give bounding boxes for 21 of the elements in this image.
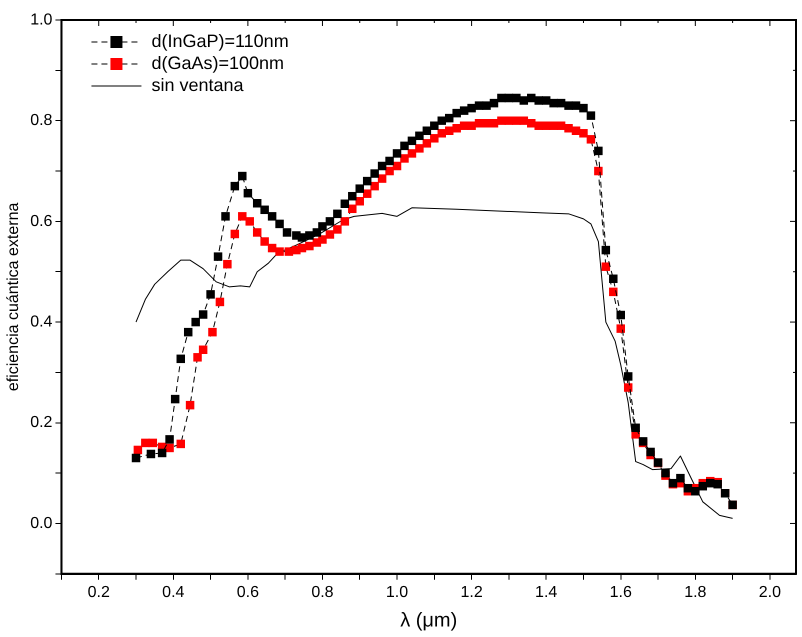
legend-label: sin ventana: [151, 74, 244, 95]
legend-label: d(GaAs)=100nm: [151, 52, 284, 73]
x-tick-label: 0.4: [162, 584, 185, 601]
x-axis-title: λ (μm): [400, 610, 458, 632]
x-tick-label: 0.8: [311, 584, 334, 601]
x-tick-label: 0.2: [88, 584, 110, 601]
x-tick-label: 1.2: [460, 584, 483, 601]
x-tick-label: 1.8: [684, 584, 707, 601]
y-axis-title: eficiencia cuántica externa: [5, 202, 22, 392]
y-tick-label: 0.0: [30, 514, 53, 532]
x-tick-label: 1.6: [610, 584, 632, 601]
y-tick-label: 1.0: [30, 11, 53, 28]
legend-label: d(InGaP)=110nm: [151, 30, 289, 51]
y-tick-label: 0.2: [30, 414, 53, 432]
x-tick-label: 1.0: [386, 584, 408, 601]
y-tick-label: 0.4: [30, 313, 53, 330]
x-tick-label: 1.4: [535, 584, 558, 601]
x-tick-label: 2.0: [758, 584, 782, 601]
y-tick-label: 0.8: [30, 112, 53, 130]
y-tick-label: 0.6: [30, 212, 53, 230]
x-tick-label: 0.6: [236, 584, 260, 601]
